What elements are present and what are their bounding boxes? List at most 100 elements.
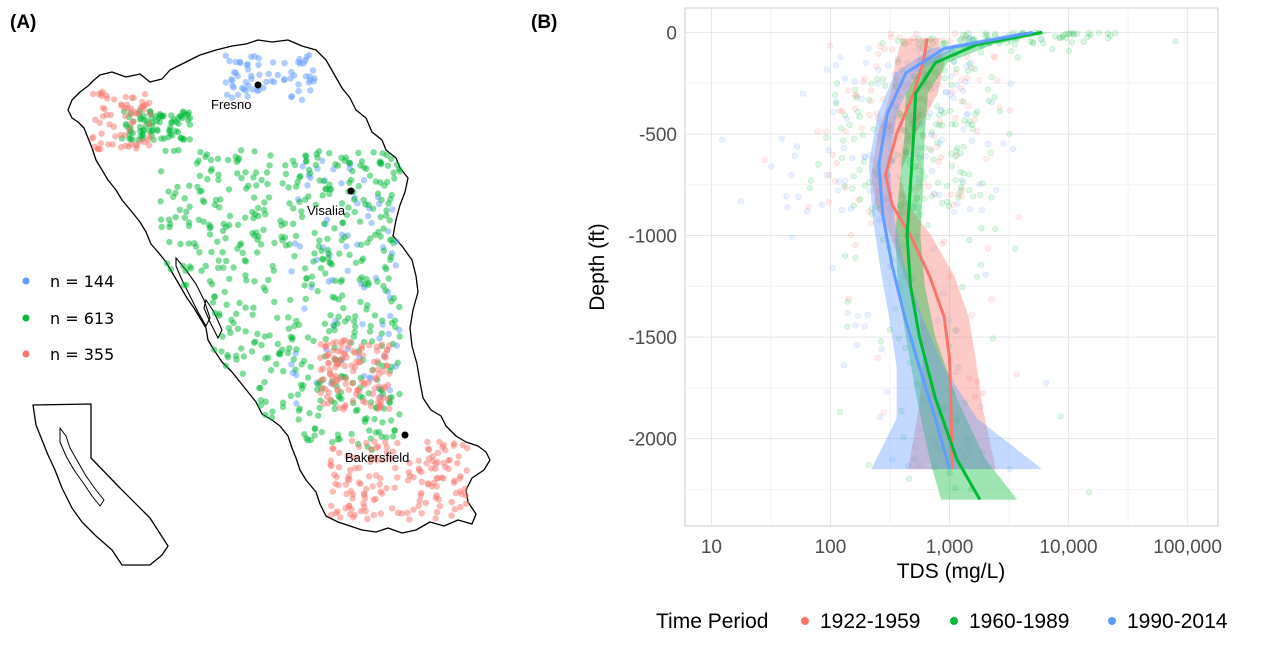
well-point: [267, 152, 274, 159]
sample-point: [876, 413, 884, 421]
well-point: [265, 194, 273, 201]
sample-point: [833, 159, 840, 167]
well-point: [359, 321, 366, 328]
sample-point: [966, 237, 973, 244]
sample-point: [957, 76, 965, 84]
well-point: [232, 69, 239, 77]
well-point: [310, 337, 317, 345]
well-point: [462, 500, 470, 507]
sample-point: [931, 84, 938, 92]
well-point: [157, 216, 165, 223]
sample-point: [966, 187, 973, 194]
x-tick-label: 10,000: [1039, 537, 1097, 558]
well-point: [295, 81, 302, 88]
well-point: [305, 166, 313, 173]
sample-point: [833, 80, 841, 87]
sample-point: [969, 121, 976, 128]
well-point: [432, 515, 439, 522]
well-point: [448, 498, 455, 506]
well-point: [271, 239, 278, 247]
well-point: [346, 159, 353, 166]
well-point: [394, 509, 402, 516]
well-point: [226, 212, 234, 220]
well-point: [370, 511, 377, 519]
well-point: [105, 141, 112, 148]
well-point: [275, 350, 283, 358]
well-point: [355, 443, 363, 451]
well-point: [457, 503, 464, 511]
well-point: [377, 233, 384, 240]
well-point: [416, 497, 423, 504]
sample-point: [830, 108, 837, 116]
well-point: [340, 304, 347, 312]
sample-point: [873, 76, 881, 83]
well-point: [451, 440, 458, 447]
sample-point: [881, 82, 889, 89]
well-point: [243, 277, 250, 284]
sample-point: [957, 184, 965, 191]
sample-point: [835, 187, 842, 194]
sample-point: [978, 456, 985, 463]
well-point: [368, 219, 375, 227]
sample-point: [1000, 140, 1007, 147]
well-point: [339, 219, 346, 226]
sample-point: [937, 154, 944, 161]
sample-point: [898, 66, 906, 73]
well-point: [359, 255, 367, 262]
sample-point: [984, 141, 991, 148]
sample-point: [1057, 413, 1064, 420]
sample-point: [868, 80, 875, 87]
sample-point: [957, 168, 964, 175]
sample-point: [961, 117, 968, 124]
well-point: [391, 427, 398, 434]
well-point: [322, 343, 329, 350]
sample-point: [843, 115, 850, 122]
well-point: [366, 427, 373, 434]
sample-point: [927, 110, 934, 117]
well-point: [349, 167, 356, 175]
well-point: [324, 235, 331, 242]
well-point: [274, 340, 281, 348]
sample-point: [949, 120, 956, 127]
well-point: [386, 342, 393, 349]
well-point: [301, 265, 309, 272]
sample-point: [1011, 245, 1019, 252]
well-point: [288, 268, 295, 275]
well-point: [358, 345, 366, 352]
well-point: [250, 339, 258, 346]
sample-point: [814, 128, 821, 135]
well-point: [302, 196, 309, 203]
sample-point: [1063, 35, 1070, 42]
well-point: [451, 477, 458, 484]
sample-point: [844, 323, 851, 330]
well-point: [215, 257, 222, 264]
well-point: [130, 94, 137, 102]
sample-point: [1112, 30, 1119, 37]
sample-point: [1006, 130, 1013, 137]
well-point: [98, 130, 105, 137]
well-point: [394, 359, 401, 366]
well-point: [352, 259, 360, 266]
sample-point: [911, 456, 918, 463]
sample-point: [979, 449, 986, 456]
well-point: [349, 379, 356, 387]
sample-point: [915, 175, 923, 182]
well-point: [377, 213, 384, 221]
sample-point: [1085, 29, 1092, 37]
well-point: [417, 492, 424, 499]
well-point: [298, 385, 306, 392]
well-point: [97, 145, 104, 153]
sample-point: [1011, 41, 1018, 48]
sample-point: [992, 225, 999, 232]
sample-point: [919, 168, 926, 175]
well-point: [404, 477, 412, 484]
well-point: [296, 198, 303, 205]
well-point: [266, 162, 273, 169]
well-point: [304, 182, 311, 189]
well-point: [424, 438, 431, 446]
well-point: [253, 249, 261, 256]
well-point: [331, 225, 338, 232]
well-point: [234, 170, 241, 177]
y-axis-title: Depth (ft): [586, 223, 609, 311]
sample-point: [964, 67, 972, 74]
